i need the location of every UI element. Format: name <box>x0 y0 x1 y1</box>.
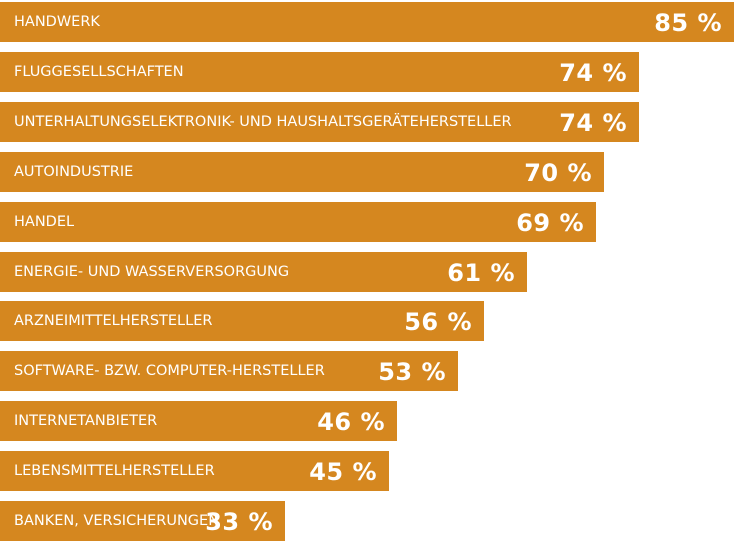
bar-category-label: FLUGGESELLSCHAFTEN <box>14 63 184 80</box>
bar-category-label: HANDEL <box>14 213 75 230</box>
bar: HANDWERK 85 % <box>0 2 734 42</box>
bar-category-label: ENERGIE- UND WASSERVERSORGUNG <box>14 263 290 280</box>
bar: AUTOINDUSTRIE 70 % <box>0 151 604 192</box>
bar: HANDEL 69 % <box>0 201 596 242</box>
bar-value-label: 61 % <box>447 258 515 287</box>
bar-value-label: 74 % <box>559 58 627 87</box>
bar: ENERGIE- UND WASSERVERSORGUNG 61 % <box>0 251 527 292</box>
bar-value-label: 85 % <box>654 9 722 37</box>
bar-value-label: 56 % <box>404 308 472 337</box>
bar: INTERNETANBIETER 46 % <box>0 401 397 442</box>
bar-value-label: 69 % <box>516 208 584 237</box>
bar: UNTERHALTUNGSELEKTRONIK- UND HAUSHALTSGE… <box>0 101 639 142</box>
bar-category-label: HANDWERK <box>14 14 100 30</box>
bar-value-label: 45 % <box>309 458 377 487</box>
bar-value-label: 70 % <box>524 158 592 187</box>
bar-category-label: AUTOINDUSTRIE <box>14 163 134 180</box>
bar-value-label: 33 % <box>205 508 273 536</box>
bar-category-label: UNTERHALTUNGSELEKTRONIK- UND HAUSHALTSGE… <box>14 113 512 130</box>
bar-value-label: 74 % <box>559 108 627 137</box>
bar: ARZNEIMITTELHERSTELLER 56 % <box>0 301 484 342</box>
bar: FLUGGESELLSCHAFTEN 74 % <box>0 51 639 92</box>
bar: LEBENSMITTELHERSTELLER 45 % <box>0 451 389 492</box>
bar-category-label: BANKEN, VERSICHERUNGEN <box>14 513 220 529</box>
bar-category-label: INTERNETANBIETER <box>14 413 158 430</box>
bar-category-label: LEBENSMITTELHERSTELLER <box>14 463 215 480</box>
bar-category-label: ARZNEIMITTELHERSTELLER <box>14 313 213 330</box>
bar: BANKEN, VERSICHERUNGEN 33 % <box>0 501 285 541</box>
bar-value-label: 53 % <box>378 358 446 387</box>
bar: SOFTWARE- BZW. COMPUTER-HERSTELLER 53 % <box>0 351 458 392</box>
bar-value-label: 46 % <box>317 408 385 437</box>
bar-category-label: SOFTWARE- BZW. COMPUTER-HERSTELLER <box>14 363 325 380</box>
